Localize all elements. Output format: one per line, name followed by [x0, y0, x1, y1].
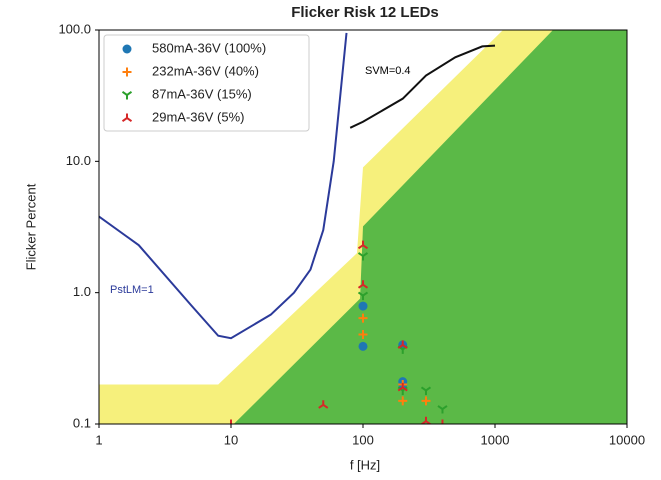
legend-marker — [122, 44, 132, 54]
legend-marker — [121, 113, 133, 122]
data-point — [357, 252, 369, 261]
y-tick-label: 10.0 — [66, 153, 91, 168]
data-point — [440, 419, 445, 424]
risk-region — [233, 30, 627, 424]
annotation: PstLM=1 — [110, 284, 154, 296]
data-point — [357, 280, 369, 289]
legend-label: 87mA-36V (15%) — [152, 86, 252, 101]
data-point — [318, 400, 329, 409]
annotation: SVM=0.4 — [365, 65, 411, 77]
x-tick-label: 10 — [224, 432, 238, 447]
data-point — [358, 330, 368, 340]
y-tick-label: 100.0 — [58, 21, 91, 36]
data-point — [398, 396, 408, 406]
x-tick-label: 1000 — [481, 432, 510, 447]
data-point — [358, 341, 368, 351]
legend-label: 29mA-36V (5%) — [152, 109, 244, 124]
x-tick-label: 100 — [352, 432, 374, 447]
legend-marker — [121, 91, 133, 100]
data-point — [397, 340, 408, 349]
y-tick-label: 0.1 — [73, 415, 91, 430]
legend-label: 580mA-36V (100%) — [152, 40, 266, 55]
x-tick-label: 1 — [95, 432, 102, 447]
data-point — [437, 405, 448, 414]
data-point — [229, 419, 233, 424]
y-axis-label: Flicker Percent — [23, 183, 38, 270]
x-tick-label: 10000 — [609, 432, 645, 447]
data-point — [357, 291, 369, 301]
limit-curve — [349, 44, 496, 129]
legend-label: 232mA-36V (40%) — [152, 63, 259, 78]
limit-curve — [99, 32, 348, 340]
data-point — [357, 240, 369, 250]
data-point — [358, 313, 368, 323]
data-point — [358, 301, 368, 311]
legend-box — [103, 34, 310, 132]
legend-marker — [122, 67, 132, 77]
chart-title: Flicker Risk 12 LEDs — [291, 4, 439, 21]
y-tick-label: 1.0 — [73, 284, 91, 299]
data-point — [421, 396, 431, 406]
legend: 580mA-36V (100%) 232mA-36V (40%) 87mA-36V … — [103, 34, 310, 132]
x-axis-label: f [Hz] — [350, 457, 380, 472]
plot-area — [99, 30, 627, 424]
data-point — [420, 386, 432, 395]
data-point — [397, 382, 408, 392]
